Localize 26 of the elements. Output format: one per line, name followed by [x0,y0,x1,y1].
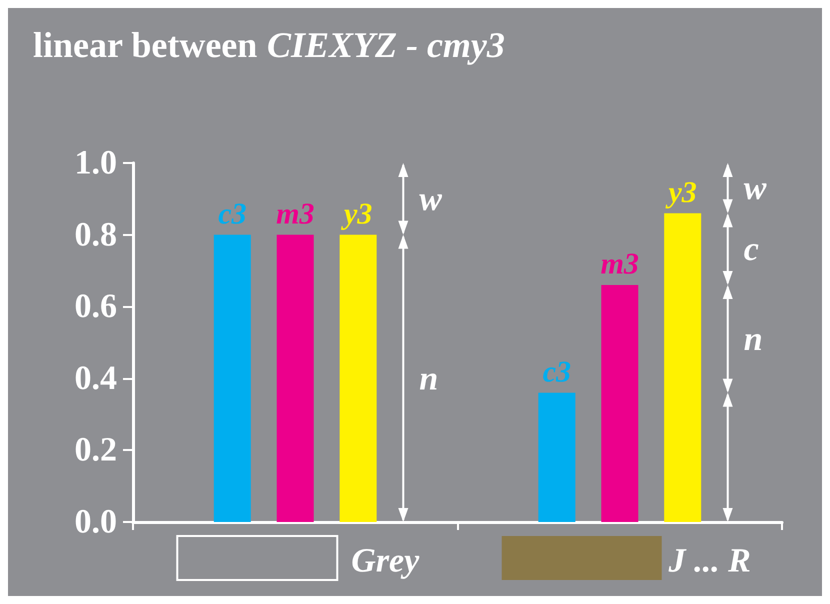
x-tick-label: Grey [351,542,420,580]
series-label: c3 [218,197,247,230]
bar [538,392,576,522]
annotation: w [744,170,767,208]
text: c3 [542,355,572,388]
bar [601,285,638,522]
annotation: w [419,180,442,218]
chart-title: linear between CIEXYZ - cmy3 [33,25,505,65]
bar [664,213,702,522]
y-tick-label: 1.0 [74,144,117,182]
annotation: n [744,320,763,358]
x-tick-label: J ... R [668,542,751,580]
bar [340,234,377,522]
y-tick-label: 0.0 [74,504,117,540]
text: y3 [668,176,697,209]
bar [276,234,314,522]
series-label: m3 [600,248,639,281]
y-tick-label: 0.2 [74,432,117,469]
series-label: y3 [340,197,372,230]
y-tick-label: 0.4 [74,360,117,397]
text: m3 [276,197,314,230]
annotation: n [419,360,438,398]
annotation: c [744,231,759,268]
y-tick-label: 0.6 [74,288,117,326]
bar [214,234,251,522]
y-tick-label: 0.8 [74,216,117,254]
